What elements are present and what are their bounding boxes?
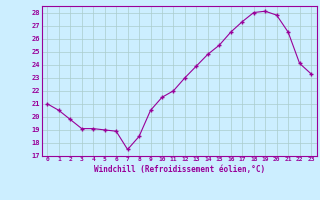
X-axis label: Windchill (Refroidissement éolien,°C): Windchill (Refroidissement éolien,°C) — [94, 165, 265, 174]
